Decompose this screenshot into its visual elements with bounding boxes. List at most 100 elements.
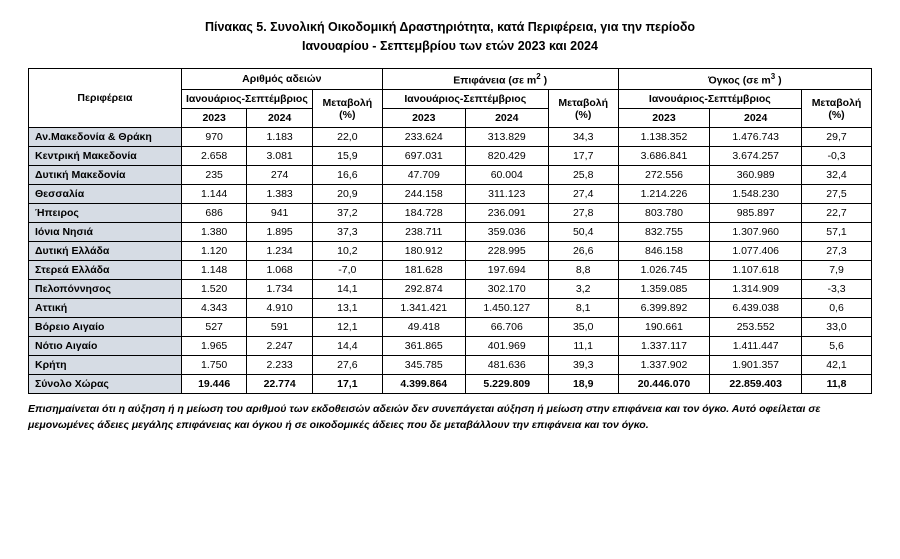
value-cell: 253.552 [710,318,802,337]
value-cell: 2.247 [247,337,313,356]
value-cell: 27,5 [802,185,872,204]
value-cell: 27,6 [312,356,382,375]
value-cell: 8,8 [548,261,618,280]
value-cell: 345.785 [382,356,465,375]
value-cell: 1.234 [247,242,313,261]
value-cell: 14,1 [312,280,382,299]
value-cell: 1.476.743 [710,128,802,147]
value-cell: 1.183 [247,128,313,147]
value-cell: 17,7 [548,147,618,166]
value-cell: 697.031 [382,147,465,166]
value-cell: 236.091 [465,204,548,223]
value-cell: 49.418 [382,318,465,337]
title-line-1: Πίνακας 5. Συνολική Οικοδομική Δραστηριό… [205,20,695,34]
value-cell: 42,1 [802,356,872,375]
col-group-surface: Επιφάνεια (σε m2 ) [382,68,618,90]
value-cell: 17,1 [312,375,382,394]
region-cell: Δυτική Μακεδονία [29,166,182,185]
value-cell: 1.337.117 [618,337,710,356]
value-cell: 1.107.618 [710,261,802,280]
value-cell: 1.148 [181,261,247,280]
value-cell: 1.359.085 [618,280,710,299]
value-cell: 181.628 [382,261,465,280]
col-permits-period: Ιανουάριος-Σεπτέμβριος [181,90,312,109]
value-cell: 292.874 [382,280,465,299]
value-cell: 228.995 [465,242,548,261]
value-cell: 361.865 [382,337,465,356]
value-cell: 37,2 [312,204,382,223]
footnote: Επισημαίνεται ότι η αύξηση ή η μείωση το… [28,402,872,434]
value-cell: 15,9 [312,147,382,166]
region-cell: Ιόνια Νησιά [29,223,182,242]
value-cell: 272.556 [618,166,710,185]
table-row: Νότιο Αιγαίο1.9652.24714,4361.865401.969… [29,337,872,356]
col-v2023: 2023 [618,109,710,128]
value-cell: 2.233 [247,356,313,375]
value-cell: 47.709 [382,166,465,185]
data-table: Περιφέρεια Αριθμός αδειών Επιφάνεια (σε … [28,68,872,395]
region-cell: Θεσσαλία [29,185,182,204]
table-row: Θεσσαλία1.1441.38320,9244.158311.12327,4… [29,185,872,204]
value-cell: 22.774 [247,375,313,394]
value-cell: 1.380 [181,223,247,242]
region-cell: Δυτική Ελλάδα [29,242,182,261]
value-cell: 22,0 [312,128,382,147]
value-cell: 22,7 [802,204,872,223]
value-cell: 3.686.841 [618,147,710,166]
value-cell: 66.706 [465,318,548,337]
value-cell: 1.337.902 [618,356,710,375]
value-cell: 11,8 [802,375,872,394]
value-cell: 1.383 [247,185,313,204]
value-cell: 27,4 [548,185,618,204]
value-cell: -0,3 [802,147,872,166]
value-cell: 3,2 [548,280,618,299]
value-cell: 360.989 [710,166,802,185]
value-cell: 190.661 [618,318,710,337]
value-cell: 274 [247,166,313,185]
value-cell: 50,4 [548,223,618,242]
value-cell: 34,3 [548,128,618,147]
value-cell: 302.170 [465,280,548,299]
value-cell: 8,1 [548,299,618,318]
value-cell: -3,3 [802,280,872,299]
table-row: Ήπειρος68694137,2184.728236.09127,8803.7… [29,204,872,223]
value-cell: 184.728 [382,204,465,223]
col-region: Περιφέρεια [29,68,182,128]
value-cell: 0,6 [802,299,872,318]
value-cell: 1.965 [181,337,247,356]
region-cell: Πελοπόννησος [29,280,182,299]
value-cell: 6.439.038 [710,299,802,318]
value-cell: 16,6 [312,166,382,185]
value-cell: 313.829 [465,128,548,147]
value-cell: 235 [181,166,247,185]
value-cell: 941 [247,204,313,223]
value-cell: 1.901.357 [710,356,802,375]
value-cell: 3.674.257 [710,147,802,166]
value-cell: 27,8 [548,204,618,223]
value-cell: 1.307.960 [710,223,802,242]
value-cell: 481.636 [465,356,548,375]
table-body: Αν.Μακεδονία & Θράκη9701.18322,0233.6243… [29,128,872,394]
table-header: Περιφέρεια Αριθμός αδειών Επιφάνεια (σε … [29,68,872,128]
value-cell: 832.755 [618,223,710,242]
value-cell: 14,4 [312,337,382,356]
region-cell: Αν.Μακεδονία & Θράκη [29,128,182,147]
value-cell: 686 [181,204,247,223]
col-s2024: 2024 [465,109,548,128]
table-row: Πελοπόννησος1.5201.73414,1292.874302.170… [29,280,872,299]
value-cell: 19.446 [181,375,247,394]
value-cell: 1.411.447 [710,337,802,356]
value-cell: 1.138.352 [618,128,710,147]
region-cell: Ήπειρος [29,204,182,223]
value-cell: 401.969 [465,337,548,356]
col-surface-change: Μεταβολή (%) [548,90,618,128]
value-cell: 311.123 [465,185,548,204]
region-cell: Στερεά Ελλάδα [29,261,182,280]
region-cell: Σύνολο Χώρας [29,375,182,394]
value-cell: 180.912 [382,242,465,261]
title-line-2: Ιανουαρίου - Σεπτεμβρίου των ετών 2023 κ… [302,39,598,53]
value-cell: 29,7 [802,128,872,147]
value-cell: 4.910 [247,299,313,318]
value-cell: 244.158 [382,185,465,204]
table-row: Βόρειο Αιγαίο52759112,149.41866.70635,01… [29,318,872,337]
